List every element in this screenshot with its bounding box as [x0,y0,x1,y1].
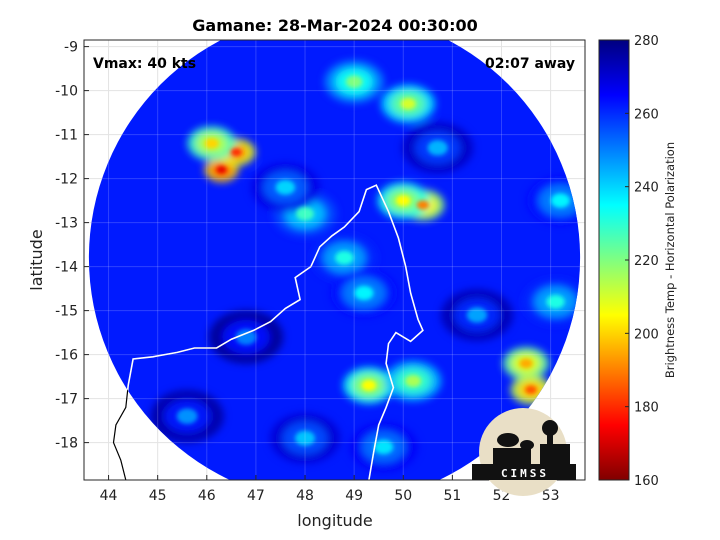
y-axis-label: latitude [27,229,46,290]
y-tick-label: -16 [55,348,78,364]
time-away-annotation: 02:07 away [485,56,575,72]
y-axis-ticks: -9 -10 -11 -12 -13 -14 -15 -16 -17 -18 [55,40,89,452]
cell-core [416,200,430,210]
x-tick-label: 50 [394,488,412,504]
colorbar-tick-label: 220 [634,254,659,269]
chart-title: Gamane: 28-Mar-2024 00:30:00 [192,16,477,35]
x-axis-label: longitude [297,511,372,530]
colorbar-tick-label: 260 [634,107,659,122]
swath-grid [88,40,581,480]
y-tick-label: -15 [55,304,78,320]
logo-silhouette [472,420,576,480]
cell-core [354,285,374,301]
colorbar-label: Brightness Temp - Horizontal Polarizatio… [663,142,677,378]
y-tick-label: -17 [55,392,78,408]
plot-frame [83,39,586,481]
y-tick-label: -10 [55,84,78,100]
y-tick-label: -18 [55,436,78,452]
cell-core [395,195,411,207]
x-tick-label: 47 [247,488,265,504]
colorbar-tick-label: 180 [634,401,659,416]
coastline-inner [310,184,424,480]
y-tick-label: -11 [55,128,78,144]
y-tick-label: -13 [55,216,78,232]
cell-core [400,98,416,110]
cell-core [550,193,571,208]
colorbar-tick-label: 240 [634,181,659,196]
colorbar-tick-label: 200 [634,327,659,342]
cell-core [466,307,488,323]
cell-core [361,379,377,391]
y-tick-label: -14 [55,260,78,276]
cimss-logo: CIMSS [472,408,576,496]
cell-core [204,138,219,149]
cold-cores [176,75,571,455]
cell-core [235,329,257,345]
cell-core [335,250,354,265]
cell-core [519,358,533,369]
cell-core [295,430,316,446]
cell-core [373,439,394,455]
cell-core [275,180,296,195]
colorbar-ticks: 280 260 240 220 200 180 160 [625,34,659,489]
coastline [112,184,424,480]
cell-core [216,166,227,174]
x-tick-label: 53 [542,488,560,504]
colorbar [598,39,630,481]
colorbar-tick-label: 160 [634,474,659,489]
y-tick-label: -12 [55,172,78,188]
cell-core [176,408,198,425]
cell-core [525,385,537,395]
cell-core [345,75,363,89]
x-tick-label: 49 [345,488,363,504]
cell-core [296,207,315,221]
x-tick-label: 46 [198,488,216,504]
x-axis-ticks: 44 45 46 47 48 49 50 51 52 53 [100,475,560,504]
x-tick-label: 45 [149,488,167,504]
logo-text: CIMSS [501,467,549,480]
cell-core [230,148,242,157]
cell-core [427,140,448,156]
colorbar-tick-label: 280 [634,34,659,49]
cell-core [405,374,422,388]
x-tick-label: 51 [443,488,461,504]
y-tick-label: -9 [64,40,78,56]
vmax-annotation: Vmax: 40 kts [93,56,196,72]
cell-core [546,294,565,309]
x-tick-label: 44 [100,488,118,504]
swath [88,40,581,480]
x-tick-label: 48 [296,488,314,504]
